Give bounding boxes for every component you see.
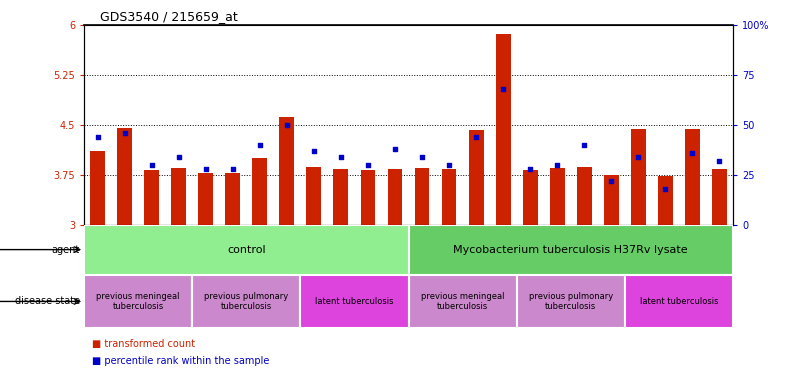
Bar	[84, 225, 409, 275]
Bar	[300, 275, 409, 328]
Text: GSM280347: GSM280347	[256, 226, 264, 272]
Text: GSM280353: GSM280353	[175, 226, 183, 272]
Bar	[360, 170, 376, 225]
Text: GSM280341: GSM280341	[120, 226, 129, 272]
Bar	[307, 167, 321, 225]
Point	[308, 148, 320, 154]
Bar	[409, 225, 733, 275]
Text: GSM280350: GSM280350	[607, 226, 616, 272]
Point	[361, 162, 374, 168]
Point	[659, 185, 672, 192]
Bar	[225, 174, 240, 225]
Text: latent tuberculosis: latent tuberculosis	[639, 297, 718, 306]
Text: ■ percentile rank within the sample: ■ percentile rank within the sample	[92, 356, 269, 366]
Text: GSM280342: GSM280342	[445, 226, 453, 272]
Text: GSM280344: GSM280344	[688, 226, 697, 272]
Bar	[171, 168, 186, 225]
Bar	[388, 169, 402, 225]
Text: GSM280340: GSM280340	[553, 226, 562, 272]
Bar	[333, 169, 348, 225]
Text: GSM280334: GSM280334	[525, 226, 534, 272]
Bar	[712, 169, 727, 225]
Point	[686, 150, 698, 156]
Point	[227, 166, 239, 172]
Bar	[523, 170, 537, 225]
Text: Mycobacterium tuberculosis H37Rv lysate: Mycobacterium tuberculosis H37Rv lysate	[453, 245, 688, 255]
Text: GSM280339: GSM280339	[228, 226, 237, 272]
Text: agent: agent	[52, 245, 80, 255]
Point	[551, 162, 564, 168]
Text: GSM280332: GSM280332	[634, 226, 642, 272]
Text: GSM280349: GSM280349	[283, 226, 292, 272]
Point	[632, 154, 645, 160]
Text: GSM280337: GSM280337	[336, 226, 345, 272]
Point	[578, 142, 590, 148]
Bar	[144, 170, 159, 225]
Text: disease state: disease state	[15, 296, 80, 306]
Point	[335, 154, 348, 160]
Bar	[441, 169, 457, 225]
Point	[172, 154, 185, 160]
Bar	[469, 130, 484, 225]
Bar	[685, 129, 700, 225]
Text: previous meningeal
tuberculosis: previous meningeal tuberculosis	[421, 292, 505, 311]
Bar	[577, 167, 592, 225]
Bar	[91, 151, 105, 225]
Bar	[117, 128, 132, 225]
Bar	[252, 158, 268, 225]
Text: previous meningeal
tuberculosis: previous meningeal tuberculosis	[96, 292, 180, 311]
Bar	[631, 129, 646, 225]
Point	[280, 122, 293, 128]
Point	[145, 162, 158, 168]
Point	[713, 158, 726, 164]
Text: GSM280348: GSM280348	[580, 226, 589, 272]
Text: GDS3540 / 215659_at: GDS3540 / 215659_at	[100, 10, 238, 23]
Bar	[415, 168, 429, 225]
Bar	[658, 176, 673, 225]
Point	[388, 146, 401, 152]
Text: GSM280343: GSM280343	[364, 226, 372, 272]
Point	[497, 86, 509, 92]
Text: GSM280351: GSM280351	[147, 226, 156, 272]
Text: GSM280338: GSM280338	[661, 226, 670, 272]
Point	[199, 166, 212, 172]
Text: GSM280335: GSM280335	[93, 226, 102, 272]
Point	[469, 134, 482, 140]
Text: GSM280346: GSM280346	[715, 226, 724, 272]
Bar	[84, 275, 192, 328]
Text: previous pulmonary
tuberculosis: previous pulmonary tuberculosis	[204, 292, 288, 311]
Bar	[549, 168, 565, 225]
Bar	[192, 275, 300, 328]
Bar	[409, 275, 517, 328]
Text: GSM280352: GSM280352	[472, 226, 481, 272]
Point	[253, 142, 266, 148]
Text: GSM280345: GSM280345	[391, 226, 400, 272]
Point	[524, 166, 537, 172]
Bar	[604, 175, 618, 225]
Point	[416, 154, 429, 160]
Bar	[625, 275, 733, 328]
Point	[91, 134, 104, 140]
Point	[605, 178, 618, 184]
Bar	[280, 117, 294, 225]
Bar	[517, 275, 625, 328]
Point	[119, 130, 131, 136]
Text: GSM280354: GSM280354	[499, 226, 508, 272]
Point	[443, 162, 456, 168]
Text: GSM280336: GSM280336	[417, 226, 426, 272]
Text: control: control	[227, 245, 266, 255]
Text: previous pulmonary
tuberculosis: previous pulmonary tuberculosis	[529, 292, 613, 311]
Text: ■ transformed count: ■ transformed count	[92, 339, 195, 349]
Bar	[199, 173, 213, 225]
Text: latent tuberculosis: latent tuberculosis	[315, 297, 394, 306]
Text: GSM280333: GSM280333	[201, 226, 210, 272]
Text: GSM280331: GSM280331	[309, 226, 318, 272]
Bar	[496, 34, 510, 225]
